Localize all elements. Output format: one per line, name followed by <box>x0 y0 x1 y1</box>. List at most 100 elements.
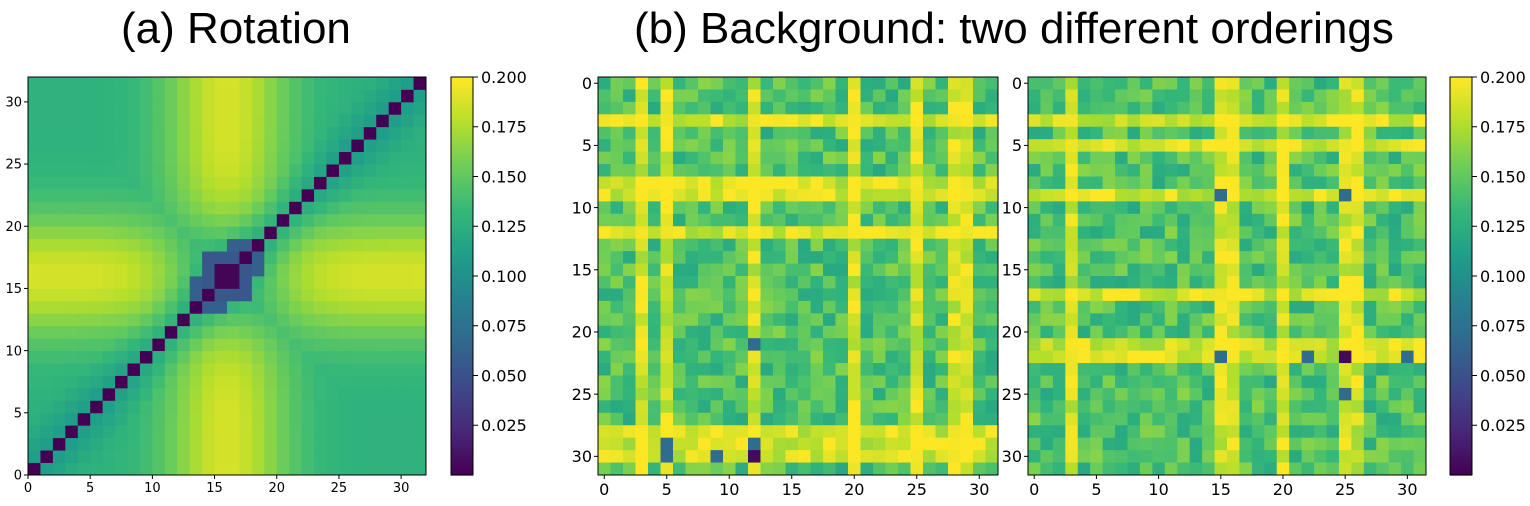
heatmap-cell <box>314 412 327 426</box>
heatmap-cell <box>1227 363 1240 376</box>
heatmap-cell <box>1065 313 1079 327</box>
heatmap-cell <box>935 425 949 439</box>
heatmap-cell <box>710 114 724 128</box>
heatmap-cell <box>189 176 203 190</box>
heatmap-cell <box>1102 213 1116 227</box>
heatmap-cell <box>748 188 761 202</box>
heatmap-cell <box>363 201 377 215</box>
heatmap-cell <box>52 164 66 177</box>
heatmap-cell <box>1139 151 1153 165</box>
heatmap-cell <box>1388 375 1402 389</box>
heatmap-cell <box>1102 437 1116 451</box>
heatmap-cell <box>239 350 253 364</box>
heatmap-cell <box>785 400 799 414</box>
heatmap-cell <box>1115 462 1128 476</box>
heatmap-cell <box>898 276 911 289</box>
heatmap-cell <box>1127 238 1141 252</box>
heatmap-cell <box>102 276 116 289</box>
heatmap-cell <box>239 238 253 252</box>
heatmap-cell <box>1077 201 1091 215</box>
heatmap-cell <box>935 350 949 364</box>
heatmap-cell <box>1139 313 1153 327</box>
heatmap-cell <box>28 77 41 90</box>
heatmap-cell <box>710 425 724 439</box>
heatmap-cell <box>1289 114 1303 128</box>
heatmap-cell <box>898 313 911 327</box>
heatmap-cell <box>1314 164 1327 177</box>
heatmap-cell <box>251 139 265 153</box>
heatmap-cell <box>1363 325 1377 339</box>
heatmap-cell <box>735 101 749 115</box>
heatmap-cell <box>1301 226 1315 240</box>
heatmap-cell <box>760 114 774 128</box>
heatmap-cell <box>785 288 799 302</box>
heatmap-cell <box>735 375 749 389</box>
heatmap-cell <box>214 164 228 177</box>
heatmap-cell <box>610 213 624 227</box>
heatmap-cell <box>1090 450 1104 463</box>
colorbar-step <box>451 189 473 194</box>
heatmap-cell <box>251 114 265 128</box>
heatmap-cell <box>1351 412 1365 426</box>
heatmap-cell <box>1314 89 1327 103</box>
colorbar-step <box>1450 352 1472 357</box>
heatmap-cell <box>810 77 824 90</box>
heatmap-cell <box>189 263 203 277</box>
heatmap-cell <box>189 288 203 302</box>
heatmap-cell <box>898 350 911 364</box>
heatmap-cell <box>1351 375 1365 389</box>
heatmap-cell <box>264 238 278 252</box>
heatmap-cell <box>239 300 253 314</box>
heatmap-cell <box>401 412 414 426</box>
heatmap-cell <box>973 375 986 389</box>
heatmap-cell <box>935 201 949 215</box>
heatmap-cell <box>264 350 278 364</box>
heatmap-cell <box>848 375 861 389</box>
heatmap-cell <box>1326 425 1340 439</box>
y-tick-label: 10 <box>572 198 592 217</box>
heatmap-cell <box>77 188 91 202</box>
colorbar-step <box>1450 163 1472 168</box>
heatmap-cell <box>973 164 986 177</box>
heatmap-cell <box>810 164 824 177</box>
heatmap-cell <box>1090 437 1104 451</box>
heatmap-cell <box>1363 114 1377 128</box>
heatmap-cell <box>960 164 974 177</box>
heatmap-cell <box>885 288 899 302</box>
heatmap-cell <box>860 139 874 153</box>
heatmap-cell <box>1090 213 1104 227</box>
heatmap-cell <box>1152 226 1166 240</box>
heatmap-cell <box>115 201 128 215</box>
colorbar-step <box>451 398 473 403</box>
heatmap-cell <box>1214 164 1228 177</box>
heatmap-cell <box>873 350 886 364</box>
heatmap-cell <box>1276 201 1290 215</box>
heatmap-cell <box>376 201 390 215</box>
heatmap-cell <box>1264 288 1278 302</box>
heatmap-cell <box>810 201 824 215</box>
heatmap-cell <box>1202 77 1215 90</box>
heatmap-cell <box>1413 350 1427 364</box>
heatmap-cell <box>623 276 636 289</box>
heatmap-cell <box>973 363 986 376</box>
heatmap-cell <box>723 126 736 140</box>
heatmap-cell <box>698 151 711 165</box>
heatmap-cell <box>1152 126 1166 140</box>
heatmap-cell <box>90 188 104 202</box>
heatmap-cell <box>885 213 899 227</box>
heatmap-cell <box>885 114 899 128</box>
heatmap-cell <box>1077 226 1091 240</box>
heatmap-cell <box>90 89 104 103</box>
heatmap-cell <box>1065 338 1079 352</box>
heatmap-cell <box>1077 176 1091 190</box>
heatmap-cell <box>301 238 315 252</box>
heatmap-cell <box>1227 462 1240 476</box>
heatmap-cell <box>164 139 178 153</box>
heatmap-cell <box>1351 363 1365 376</box>
heatmap-cell <box>326 176 340 190</box>
heatmap-cell <box>1239 238 1253 252</box>
heatmap-cell <box>28 288 41 302</box>
heatmap-cell <box>1264 77 1278 90</box>
heatmap-cell <box>985 400 999 414</box>
heatmap-cell <box>351 462 365 476</box>
